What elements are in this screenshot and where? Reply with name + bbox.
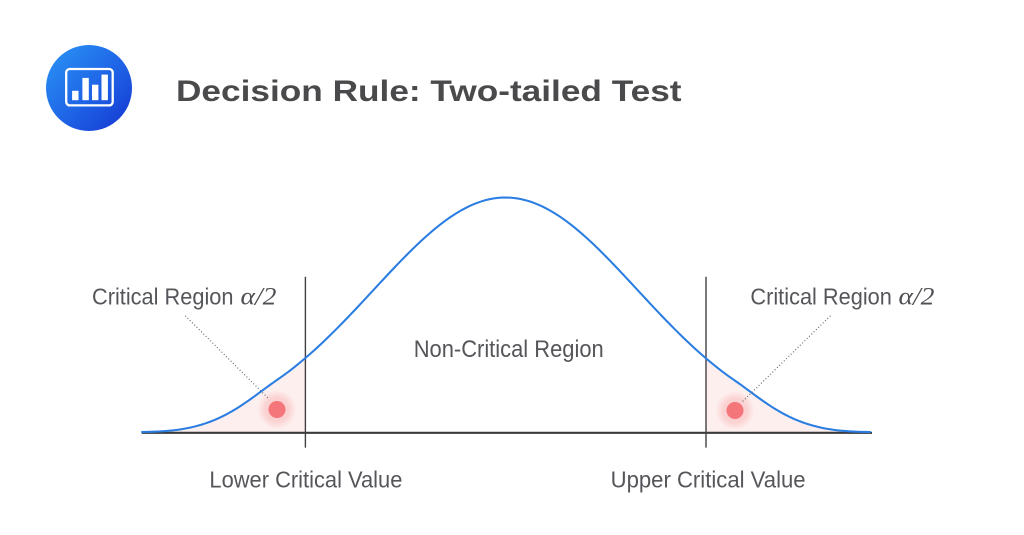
svg-text:Non-Critical Region: Non-Critical Region (414, 336, 604, 363)
svg-text:Critical Region: Critical Region (750, 283, 892, 309)
svg-text:Upper Critical Value: Upper Critical Value (611, 467, 806, 493)
svg-text:Lower Critical Value: Lower Critical Value (209, 467, 402, 493)
svg-text:Critical Region: Critical Region (92, 283, 234, 309)
svg-text:α/2: α/2 (899, 281, 935, 310)
svg-text:α/2: α/2 (241, 281, 277, 310)
